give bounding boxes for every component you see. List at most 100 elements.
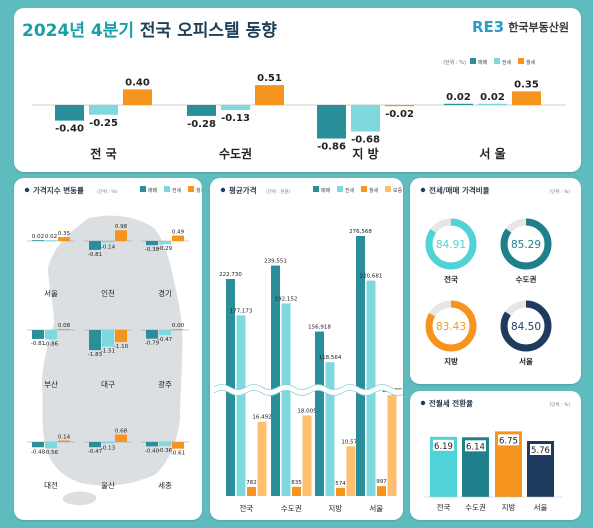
avg-legend-label-0: 매매 (321, 187, 331, 194)
avg-legend-label-3: 보증금 (393, 188, 403, 194)
region-value-6-0: -0.48 (31, 449, 46, 455)
region-value-8-0: -0.40 (145, 448, 160, 454)
avg-price-panel: 평균가격 (단위 : 천원) 매매 전세 월세 보증금 222,730 177,173 782 1… (210, 178, 403, 520)
avg-value-1-0: 239,551 (264, 259, 287, 265)
avg-bar-1-3 (302, 415, 312, 496)
page-title: 2024년 4분기 전국 오피스텔 동향 (22, 16, 277, 41)
avg-legend-swatch-0 (313, 186, 319, 192)
avg-value-2-2: 574 (335, 481, 346, 487)
ratio-arc-1 (500, 218, 552, 270)
summary-value-0-2: 0.40 (125, 77, 150, 88)
avg-value-3-1: 220,681 (360, 274, 383, 280)
conv-label-box-1 (465, 440, 486, 452)
region-name-6: 대전 (44, 480, 58, 490)
avg-bar-3-2 (377, 486, 386, 496)
avg-unit: (단위 : 천원) (266, 188, 291, 195)
summary-category-0: 전 국 (90, 146, 116, 161)
ratio-value-2: 83.43 (436, 321, 466, 333)
region-bar-5-2 (172, 329, 184, 330)
avg-value-1-1: 192,152 (275, 296, 298, 302)
region-value-1-2: 0.98 (115, 224, 128, 230)
summary-value-1-2: 0.51 (257, 73, 282, 84)
index-legend-label-0: 매매 (148, 187, 158, 194)
page-title-year: 2024년 4분기 (22, 21, 134, 41)
region-value-8-1: -0.36 (158, 448, 173, 454)
conv-value-0: 6.19 (434, 442, 453, 452)
region-bar-3-0 (32, 330, 44, 339)
region-bar-8-1 (159, 442, 171, 446)
summary-legend-swatch-2 (518, 58, 524, 64)
region-value-1-1: -0.14 (101, 245, 116, 251)
region-value-6-2: 0.14 (58, 434, 71, 440)
index-legend-swatch-0 (140, 186, 146, 192)
summary-legend-label-2: 월세 (526, 59, 536, 66)
avg-value-3-2: 997 (376, 479, 387, 485)
region-bar-7-2 (115, 434, 127, 442)
region-name-3: 부산 (44, 379, 58, 389)
summary-category-3: 서 울 (479, 146, 505, 161)
conv-value-3: 5.76 (531, 446, 550, 456)
conv-label-box-2 (498, 434, 519, 446)
conversion-panel: 전월세 전환율 (단위 : %) 6.19 전국 6.14 수도권 6.75 지방 5.76 서울 (410, 391, 581, 520)
region-bar-4-0 (89, 330, 101, 351)
avg-bar-3-3 (387, 395, 397, 496)
ratio-value-0: 84.91 (436, 239, 466, 251)
summary-value-2-2: -0.02 (385, 109, 414, 120)
avg-bar-2-1 (325, 362, 335, 496)
top-panel: 2024년 4분기 전국 오피스텔 동향 RE3 한국부동산원 (단위 : %)… (14, 8, 581, 172)
region-value-0-1: 0.02 (45, 234, 57, 240)
avg-value-2-0: 156,918 (308, 325, 331, 331)
summary-category-1: 수도권 (219, 147, 252, 161)
region-value-7-1: -0.13 (101, 445, 116, 451)
avg-legend-label-1: 전세 (345, 187, 355, 194)
region-value-3-0: -0.81 (31, 341, 45, 347)
index-legend-label-2: 월세 (196, 187, 202, 194)
summary-bar-0-0 (55, 105, 84, 121)
region-bar-7-0 (89, 442, 101, 448)
ratio-name-1: 수도권 (516, 274, 537, 284)
ratio-panel-title: 전세/매매 가격비율 (429, 185, 490, 195)
region-bar-1-2 (115, 230, 127, 241)
region-name-0: 서울 (44, 289, 58, 298)
region-value-0-0: 0.02 (32, 234, 44, 240)
region-name-7: 울산 (101, 480, 115, 490)
ratio-value-3: 84.50 (511, 321, 541, 333)
region-bar-4-1 (102, 330, 114, 347)
brand-mark: RE3 (472, 18, 505, 36)
region-value-0-2: 0.35 (58, 231, 71, 237)
summary-bar-2-1 (351, 105, 380, 132)
ratio-name-3: 서울 (519, 356, 533, 366)
region-value-1-0: -0.81 (88, 252, 102, 258)
avg-bar-0-2 (247, 487, 256, 496)
avg-value-1-2: 835 (291, 480, 302, 486)
region-value-7-2: 0.68 (115, 429, 128, 435)
region-value-4-0: -1.83 (88, 352, 103, 358)
summary-bar-1-1 (221, 105, 250, 111)
page-title-rest: 전국 오피스텔 동향 (139, 21, 277, 41)
index-change-map-chart: 가격지수 변동률(단위 : %)매매전세월세0.020.020.35서울-0.8… (24, 185, 202, 506)
summary-value-1-0: -0.28 (187, 119, 216, 130)
region-value-6-1: -0.56 (44, 450, 59, 456)
region-bar-4-2 (115, 330, 127, 343)
avg-bar-0-1 (236, 315, 246, 496)
summary-value-3-1: 0.02 (480, 92, 505, 103)
avg-value-0-1: 177,173 (230, 308, 253, 314)
region-value-3-1: -0.86 (44, 341, 59, 347)
summary-value-3-0: 0.02 (446, 92, 471, 103)
avg-legend-swatch-1 (337, 186, 343, 192)
axis-break-line-upper (213, 384, 403, 390)
conv-category-2: 지방 (502, 502, 516, 512)
avg-bar-0-3 (257, 421, 267, 496)
ratio-unit: (단위 : %) (550, 188, 571, 195)
index-legend-swatch-1 (164, 186, 170, 192)
summary-value-0-0: -0.40 (55, 124, 84, 135)
region-bar-3-1 (45, 330, 57, 340)
avg-value-3-0: 276,568 (349, 229, 372, 235)
region-bar-0-0 (32, 240, 44, 241)
region-bar-5-0 (146, 330, 158, 339)
avg-price-chart: 평균가격 (단위 : 천원) 매매 전세 월세 보증금 222,730 177,173 782 1… (212, 185, 403, 513)
summary-value-1-1: -0.13 (221, 113, 250, 124)
summary-bar-1-0 (187, 105, 216, 116)
avg-bar-3-0 (356, 236, 365, 496)
summary-legend-swatch-0 (470, 58, 476, 64)
